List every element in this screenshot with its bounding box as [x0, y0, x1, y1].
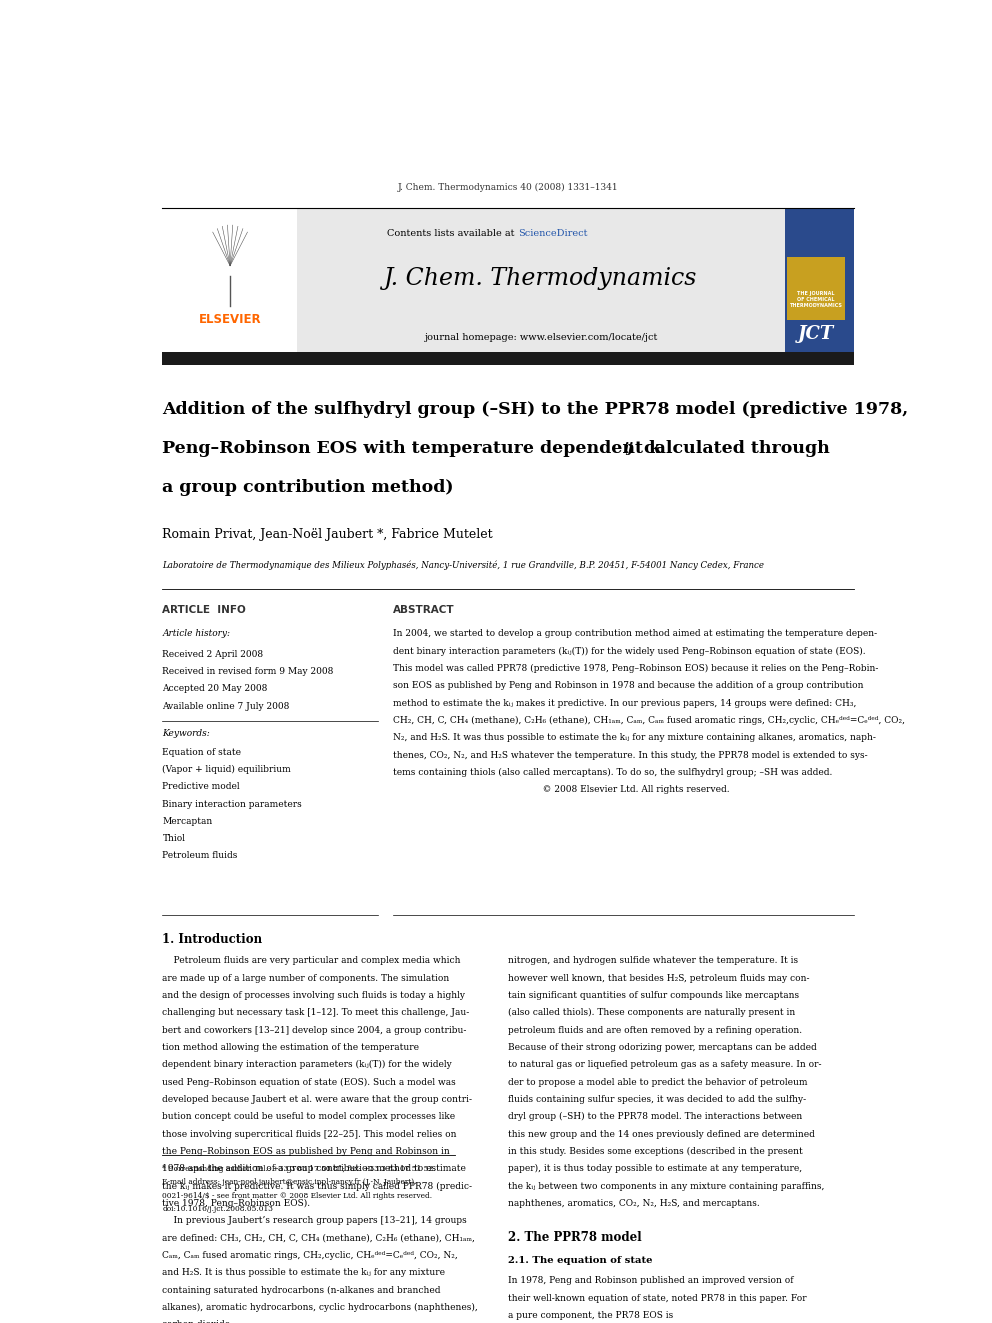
Text: to natural gas or liquefied petroleum gas as a safety measure. In or-: to natural gas or liquefied petroleum ga…	[509, 1060, 822, 1069]
Text: bution concept could be useful to model complex processes like: bution concept could be useful to model …	[163, 1113, 455, 1122]
Text: a pure component, the PR78 EOS is: a pure component, the PR78 EOS is	[509, 1311, 674, 1320]
Text: Laboratoire de Thermodynamique des Milieux Polyphasés, Nancy-Université, 1 rue G: Laboratoire de Thermodynamique des Milie…	[163, 560, 765, 570]
Text: paper), it is thus today possible to estimate at any temperature,: paper), it is thus today possible to est…	[509, 1164, 803, 1174]
Bar	[787, 257, 845, 320]
Text: tion method allowing the estimation of the temperature: tion method allowing the estimation of t…	[163, 1043, 420, 1052]
Text: this new group and the 14 ones previously defined are determined: this new group and the 14 ones previousl…	[509, 1130, 815, 1139]
Text: the kᵢⱼ between two components in any mixture containing paraffins,: the kᵢⱼ between two components in any mi…	[509, 1181, 824, 1191]
Text: N₂, and H₂S. It was thus possible to estimate the kᵢⱼ for any mixture containing: N₂, and H₂S. It was thus possible to est…	[393, 733, 876, 742]
Text: Predictive model: Predictive model	[163, 782, 240, 791]
Text: tems containing thiols (also called mercaptans). To do so, the sulfhydryl group;: tems containing thiols (also called merc…	[393, 767, 832, 777]
Text: Peng–Robinson EOS with temperature dependent k: Peng–Robinson EOS with temperature depen…	[163, 441, 662, 456]
Text: tain significant quantities of sulfur compounds like mercaptans: tain significant quantities of sulfur co…	[509, 991, 800, 1000]
Text: der to propose a model able to predict the behavior of petroleum: der to propose a model able to predict t…	[509, 1078, 807, 1086]
Text: are made up of a large number of components. The simulation: are made up of a large number of compone…	[163, 974, 449, 983]
Text: are defined: CH₃, CH₂, CH, C, CH₄ (methane), C₂H₆ (ethane), CH₁ₐₘ,: are defined: CH₃, CH₂, CH, C, CH₄ (metha…	[163, 1233, 475, 1242]
Text: the Peng–Robinson EOS as published by Peng and Robinson in: the Peng–Robinson EOS as published by Pe…	[163, 1147, 450, 1156]
Text: Petroleum fluids: Petroleum fluids	[163, 852, 238, 860]
Text: © 2008 Elsevier Ltd. All rights reserved.: © 2008 Elsevier Ltd. All rights reserved…	[393, 786, 730, 794]
Bar	[786, 208, 854, 357]
Bar	[163, 208, 297, 357]
Text: Contents lists available at: Contents lists available at	[388, 229, 518, 238]
Text: dent binary interaction parameters (kᵢⱼ(T)) for the widely used Peng–Robinson eq: dent binary interaction parameters (kᵢⱼ(…	[393, 647, 866, 656]
Text: Petroleum fluids are very particular and complex media which: Petroleum fluids are very particular and…	[163, 957, 461, 966]
Text: Article history:: Article history:	[163, 630, 230, 639]
Text: alkanes), aromatic hydrocarbons, cyclic hydrocarbons (naphthenes),: alkanes), aromatic hydrocarbons, cyclic …	[163, 1303, 478, 1312]
Text: ARTICLE  INFO: ARTICLE INFO	[163, 605, 246, 615]
Text: fluids containing sulfur species, it was decided to add the sulfhy-: fluids containing sulfur species, it was…	[509, 1095, 806, 1103]
Text: Keywords:: Keywords:	[163, 729, 210, 738]
Text: Addition of the sulfhydryl group (–SH) to the PPR78 model (predictive 1978,: Addition of the sulfhydryl group (–SH) t…	[163, 401, 909, 418]
Text: E-mail address: jean-noel.jaubert@ensic.inpl-nancy.fr (J.-N. Jaubert).: E-mail address: jean-noel.jaubert@ensic.…	[163, 1179, 417, 1187]
Text: 1978 and the addition of a group contribution method to estimate: 1978 and the addition of a group contrib…	[163, 1164, 466, 1174]
Text: In 1978, Peng and Robinson published an improved version of: In 1978, Peng and Robinson published an …	[509, 1277, 794, 1285]
Text: 2.1. The equation of state: 2.1. The equation of state	[509, 1256, 653, 1265]
Text: Received 2 April 2008: Received 2 April 2008	[163, 650, 264, 659]
Text: method to estimate the kᵢⱼ makes it predictive. In our previous papers, 14 group: method to estimate the kᵢⱼ makes it pred…	[393, 699, 856, 708]
Text: dependent binary interaction parameters (kᵢⱼ(T)) for the widely: dependent binary interaction parameters …	[163, 1060, 452, 1069]
Text: doi:10.1016/j.jct.2008.05.013: doi:10.1016/j.jct.2008.05.013	[163, 1205, 274, 1213]
Text: THE JOURNAL
OF CHEMICAL
THERMODYNAMICS: THE JOURNAL OF CHEMICAL THERMODYNAMICS	[790, 291, 842, 308]
Text: challenging but necessary task [1–12]. To meet this challenge, Jau-: challenging but necessary task [1–12]. T…	[163, 1008, 469, 1017]
Text: those involving supercritical fluids [22–25]. This model relies on: those involving supercritical fluids [22…	[163, 1130, 457, 1139]
Text: ABSTRACT: ABSTRACT	[393, 605, 454, 615]
Text: carbon dioxide,: carbon dioxide,	[163, 1320, 233, 1323]
Text: developed because Jaubert et al. were aware that the group contri-: developed because Jaubert et al. were aw…	[163, 1095, 472, 1103]
Text: naphthenes, aromatics, CO₂, N₂, H₂S, and mercaptans.: naphthenes, aromatics, CO₂, N₂, H₂S, and…	[509, 1199, 760, 1208]
Text: Available online 7 July 2008: Available online 7 July 2008	[163, 701, 290, 710]
Text: containing saturated hydrocarbons (n-alkanes and branched: containing saturated hydrocarbons (n-alk…	[163, 1286, 440, 1295]
Text: and the design of processes involving such fluids is today a highly: and the design of processes involving su…	[163, 991, 465, 1000]
Text: Received in revised form 9 May 2008: Received in revised form 9 May 2008	[163, 667, 334, 676]
Text: Equation of state: Equation of state	[163, 747, 241, 757]
Text: Cₐₘ, Cₐₘ fused aromatic rings, CH₂,cyclic, CHₑᵈᵉᵈ=Cₑᵈᵉᵈ, CO₂, N₂,: Cₐₘ, Cₐₘ fused aromatic rings, CH₂,cycli…	[163, 1250, 458, 1259]
Text: a group contribution method): a group contribution method)	[163, 479, 454, 496]
Text: Thiol: Thiol	[163, 835, 186, 843]
Text: petroleum fluids and are often removed by a refining operation.: petroleum fluids and are often removed b…	[509, 1025, 803, 1035]
Text: Romain Privat, Jean-Noël Jaubert *, Fabrice Mutelet: Romain Privat, Jean-Noël Jaubert *, Fabr…	[163, 528, 493, 541]
Text: Because of their strong odorizing power, mercaptans can be added: Because of their strong odorizing power,…	[509, 1043, 817, 1052]
Text: ScienceDirect: ScienceDirect	[518, 229, 587, 238]
Text: * Corresponding author. Tel.: +33 3 83 17 50 81; fax: +33 3 83 17 51 52.: * Corresponding author. Tel.: +33 3 83 1…	[163, 1166, 435, 1174]
Text: however well known, that besides H₂S, petroleum fluids may con-: however well known, that besides H₂S, pe…	[509, 974, 809, 983]
Text: son EOS as published by Peng and Robinson in 1978 and because the addition of a : son EOS as published by Peng and Robinso…	[393, 681, 864, 691]
Text: used Peng–Robinson equation of state (EOS). Such a model was: used Peng–Robinson equation of state (EO…	[163, 1078, 456, 1086]
Text: 0021-9614/$ - see front matter © 2008 Elsevier Ltd. All rights reserved.: 0021-9614/$ - see front matter © 2008 El…	[163, 1192, 433, 1200]
Text: CH₂, CH, C, CH₄ (methane), C₂H₆ (ethane), CH₁ₐₘ, Cₐₘ, Cₐₘ fused aromatic rings, : CH₂, CH, C, CH₄ (methane), C₂H₆ (ethane)…	[393, 716, 905, 725]
Text: In previous Jaubert’s research group papers [13–21], 14 groups: In previous Jaubert’s research group pap…	[163, 1216, 467, 1225]
Text: calculated through: calculated through	[638, 441, 829, 456]
Text: Binary interaction parameters: Binary interaction parameters	[163, 799, 303, 808]
Text: in this study. Besides some exceptions (described in the present: in this study. Besides some exceptions (…	[509, 1147, 804, 1156]
Text: and H₂S. It is thus possible to estimate the kᵢⱼ for any mixture: and H₂S. It is thus possible to estimate…	[163, 1269, 445, 1277]
Text: ij: ij	[624, 442, 634, 455]
Text: journal homepage: www.elsevier.com/locate/jct: journal homepage: www.elsevier.com/locat…	[425, 332, 658, 341]
Text: J. Chem. Thermodynamics 40 (2008) 1331–1341: J. Chem. Thermodynamics 40 (2008) 1331–1…	[398, 183, 619, 192]
Text: (also called thiols). These components are naturally present in: (also called thiols). These components a…	[509, 1008, 796, 1017]
Text: Accepted 20 May 2008: Accepted 20 May 2008	[163, 684, 268, 693]
Text: tive 1978, Peng–Robinson EOS).: tive 1978, Peng–Robinson EOS).	[163, 1199, 310, 1208]
Text: nitrogen, and hydrogen sulfide whatever the temperature. It is: nitrogen, and hydrogen sulfide whatever …	[509, 957, 799, 966]
Text: 2. The PPR78 model: 2. The PPR78 model	[509, 1232, 642, 1245]
Text: their well-known equation of state, noted PR78 in this paper. For: their well-known equation of state, note…	[509, 1294, 807, 1303]
Bar	[297, 208, 786, 357]
Text: Mercaptan: Mercaptan	[163, 816, 212, 826]
Text: J. Chem. Thermodynamics: J. Chem. Thermodynamics	[384, 267, 697, 291]
Text: 1. Introduction: 1. Introduction	[163, 933, 263, 946]
Text: In 2004, we started to develop a group contribution method aimed at estimating t: In 2004, we started to develop a group c…	[393, 630, 877, 639]
Bar	[163, 352, 854, 365]
Text: thenes, CO₂, N₂, and H₂S whatever the temperature. In this study, the PPR78 mode: thenes, CO₂, N₂, and H₂S whatever the te…	[393, 750, 868, 759]
Text: the kᵢⱼ makes it predictive. It was thus simply called PPR78 (predic-: the kᵢⱼ makes it predictive. It was thus…	[163, 1181, 472, 1191]
Text: JCT: JCT	[798, 325, 834, 343]
Text: ELSEVIER: ELSEVIER	[198, 314, 262, 327]
Text: (Vapor + liquid) equilibrium: (Vapor + liquid) equilibrium	[163, 765, 292, 774]
Text: bert and coworkers [13–21] develop since 2004, a group contribu-: bert and coworkers [13–21] develop since…	[163, 1025, 467, 1035]
Text: This model was called PPR78 (predictive 1978, Peng–Robinson EOS) because it reli: This model was called PPR78 (predictive …	[393, 664, 879, 673]
Text: dryl group (–SH) to the PPR78 model. The interactions between: dryl group (–SH) to the PPR78 model. The…	[509, 1113, 803, 1122]
